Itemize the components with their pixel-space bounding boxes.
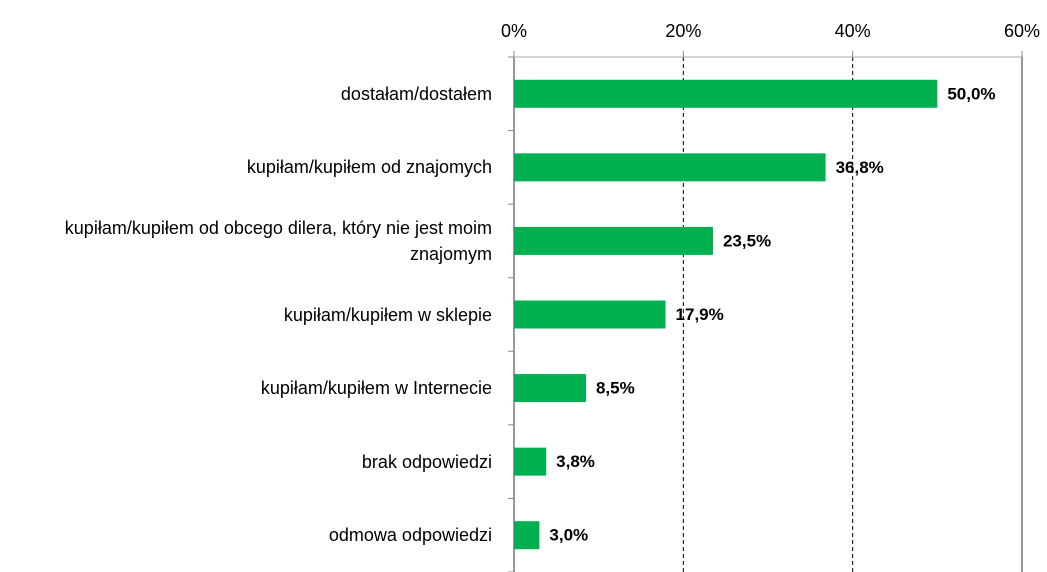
value-label: 23,5% <box>723 231 771 250</box>
value-label: 3,8% <box>556 452 595 471</box>
bar <box>514 521 540 550</box>
category-label: brak odpowiedzi <box>361 451 492 472</box>
bar <box>514 374 586 403</box>
value-label: 36,8% <box>836 158 884 177</box>
bar <box>514 226 713 255</box>
x-tick-label: 20% <box>665 21 701 41</box>
bar <box>514 447 547 476</box>
category-label: odmowa odpowiedzi <box>328 525 492 546</box>
value-label: 17,9% <box>676 305 724 324</box>
x-tick-label: 60% <box>1004 21 1040 41</box>
bar <box>514 79 938 108</box>
category-label: kupiłam/kupiłem w Internecie <box>260 378 492 399</box>
value-label: 8,5% <box>596 379 635 398</box>
value-label: 3,0% <box>549 526 588 545</box>
bar <box>514 153 826 182</box>
bar <box>514 300 666 329</box>
category-label: kupiłam/kupiłem od obcego dilera, który … <box>64 217 492 264</box>
category-label: dostałam/dostałem <box>340 83 492 104</box>
x-tick-label: 40% <box>835 21 871 41</box>
category-label: kupiłam/kupiłem od znajomych <box>246 157 492 178</box>
value-label: 50,0% <box>947 84 995 103</box>
x-tick-label: 0% <box>501 21 527 41</box>
category-label: kupiłam/kupiłem w sklepie <box>283 304 492 325</box>
